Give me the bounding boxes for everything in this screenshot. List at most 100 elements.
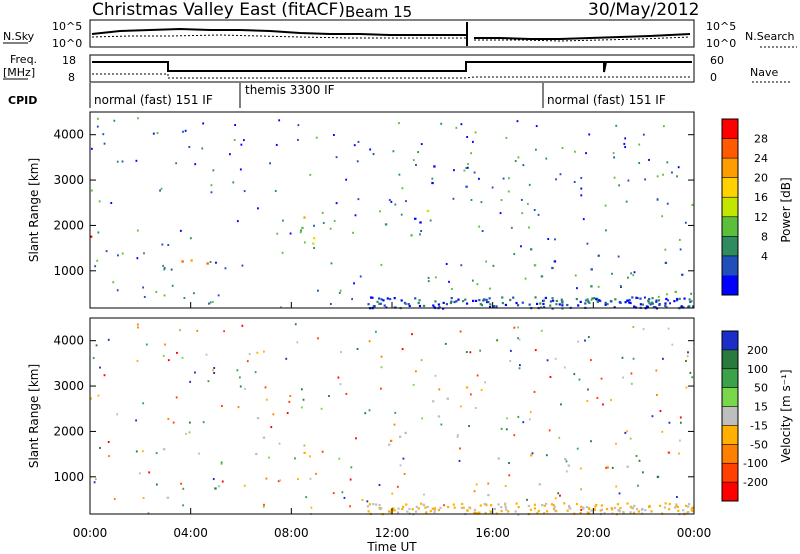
range-cell [232,181,235,184]
range-cell [467,163,470,166]
range-cell [555,178,557,181]
range-cell [180,482,183,485]
range-cell [263,503,265,506]
range-cell [517,506,520,509]
nsky-trace-2 [474,33,691,40]
range-cell [223,330,226,333]
range-cell [528,183,531,186]
range-cell [92,356,95,359]
range-cell [535,125,538,128]
range-cell [488,305,492,309]
range-cell [663,506,667,509]
colorbar-segment [722,216,738,237]
range-cell [192,292,195,295]
range-cell [515,301,518,305]
range-cell [526,498,528,501]
range-cell [427,280,430,283]
range-cell [355,437,357,440]
range-cell [483,298,486,301]
range-cell [434,300,437,303]
range-cell [604,204,607,207]
range-cell [655,369,658,372]
range-cell [438,388,441,391]
range-cell [664,304,667,307]
range-cell [554,509,557,512]
range-cell [582,507,585,510]
range-cell [668,508,671,511]
range-cell [529,411,532,414]
range-cell [434,374,437,377]
range-cell [667,327,670,330]
range-cell [372,153,375,156]
range-cell [404,302,407,305]
range-cell [335,202,338,205]
range-cell [555,303,558,306]
range-cell [136,323,139,326]
colorbar-tick-label: 12 [754,211,768,224]
range-cell [255,452,258,456]
range-cell [683,297,686,300]
range-cell [425,511,428,514]
range-cell [633,305,636,308]
range-cell [228,153,231,156]
range-cell [474,406,477,409]
range-cell [369,296,373,299]
range-cell [433,510,436,514]
range-cell [690,292,693,295]
range-cell [182,504,185,507]
range-cell [637,510,641,513]
range-cell [162,448,166,451]
range-cell [606,466,609,469]
range-cell [522,164,525,167]
range-cell [642,328,645,331]
range-cell [390,200,393,203]
range-cell [688,298,691,301]
range-cell [504,303,507,307]
range-cell [138,472,141,475]
figure-title: Christmas Valley East (fitACF) [92,0,345,20]
range-cell [639,303,642,306]
range-cell [107,338,110,341]
range-cell [461,502,464,506]
range-cell [179,329,181,332]
range-cell [638,162,641,165]
range-cell [465,386,469,389]
range-cell [549,300,553,303]
range-cell [597,285,600,288]
colorbar-segment [722,119,738,140]
range-cell [561,300,564,303]
range-cell [431,400,435,403]
range-cell [618,510,621,513]
range-cell [272,413,275,416]
range-cell [538,483,541,486]
range-cell [196,329,199,332]
range-cell [627,179,630,182]
range-cell [94,478,97,481]
range-cell [656,175,659,178]
range-cell [676,175,678,178]
x-tick-label: 08:00 [274,526,309,540]
range-cell [450,297,453,300]
range-cell [474,299,478,302]
range-cell [633,271,636,274]
range-cell [586,400,589,403]
range-cell [246,360,249,363]
range-cell [202,122,205,125]
range-cell [580,488,583,491]
range-cell [666,293,668,296]
range-cell [565,460,568,463]
range-cell [612,152,615,155]
range-cell [613,176,616,179]
range-cell [452,197,455,200]
range-cell [476,283,479,286]
range-cell [148,471,151,474]
range-cell [686,355,689,358]
range-cell [588,133,591,136]
range-cell [414,297,417,300]
range-cell [285,357,288,360]
range-cell [303,216,306,219]
range-cell [170,268,173,271]
range-cell [317,337,319,340]
range-cell [274,189,277,192]
range-cell [536,512,539,515]
